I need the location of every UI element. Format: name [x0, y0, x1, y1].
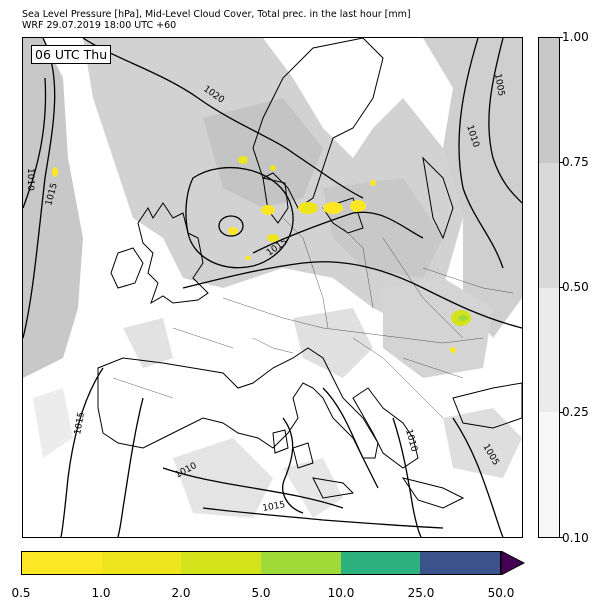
- isobar-label: 1005: [492, 73, 506, 97]
- precip-colorbar-segment: [261, 552, 341, 574]
- precip-colorbar-segment: [181, 552, 262, 574]
- forecast-time-label: 06 UTC Thu: [31, 45, 112, 64]
- forecast-map: 1020 1010 1015 1005 1010 1015 1015 1010 …: [22, 37, 523, 538]
- precip-colorbar-tick: 50.0: [487, 586, 515, 600]
- cloud-colorbar-segment: [539, 162, 559, 288]
- precip-colorbar-segment: [22, 552, 102, 574]
- precip-colorbar-segment: [340, 552, 421, 574]
- precipitation-layer: [52, 156, 471, 353]
- precip-colorbar-tick: 25.0: [407, 586, 435, 600]
- cloud-colorbar-segment: [539, 412, 559, 537]
- isobar-label: 1010: [403, 428, 419, 453]
- chart-subtitle: WRF 29.07.2019 18:00 UTC +60: [22, 20, 177, 31]
- cloud-colorbar-tick: 1.00: [562, 30, 589, 44]
- border-layer: [112, 217, 514, 419]
- cloud-colorbar-tick: 0.25: [562, 405, 589, 419]
- map-canvas: 1020 1010 1015 1005 1010 1015 1015 1010 …: [23, 38, 522, 537]
- cloud-colorbar-segment: [539, 38, 559, 163]
- precip-colorbar-tick: 0.5: [11, 586, 31, 600]
- chart-title: Sea Level Pressure [hPa], Mid-Level Clou…: [22, 9, 411, 20]
- precip-colorbar-tick: 10.0: [327, 586, 355, 600]
- precip-colorbar-tick: 1.0: [91, 586, 111, 600]
- cloud-colorbar-segment: [539, 287, 559, 413]
- isobar-layer: [23, 38, 522, 537]
- cloud-colorbar-tick: 0.75: [562, 155, 589, 169]
- precip-colorbar-tick: 2.0: [171, 586, 191, 600]
- precip-colorbar-extend-arrow: [501, 551, 525, 575]
- cloud-cover-colorbar: [538, 37, 560, 538]
- coastline-layer: [97, 38, 522, 509]
- cloud-colorbar-tick: 0.50: [562, 280, 589, 294]
- isobar-label: 1015: [73, 411, 87, 435]
- precip-colorbar-tick: 5.0: [251, 586, 271, 600]
- isobar-label: 1010: [25, 168, 35, 191]
- precip-colorbar-segment: [420, 552, 501, 574]
- precip-colorbar-segment: [101, 552, 182, 574]
- cloud-cover-layer: [23, 38, 522, 518]
- cloud-colorbar-tick: 0.10: [562, 531, 589, 545]
- precipitation-colorbar: [21, 551, 501, 575]
- isobar-label: 1015: [262, 500, 286, 514]
